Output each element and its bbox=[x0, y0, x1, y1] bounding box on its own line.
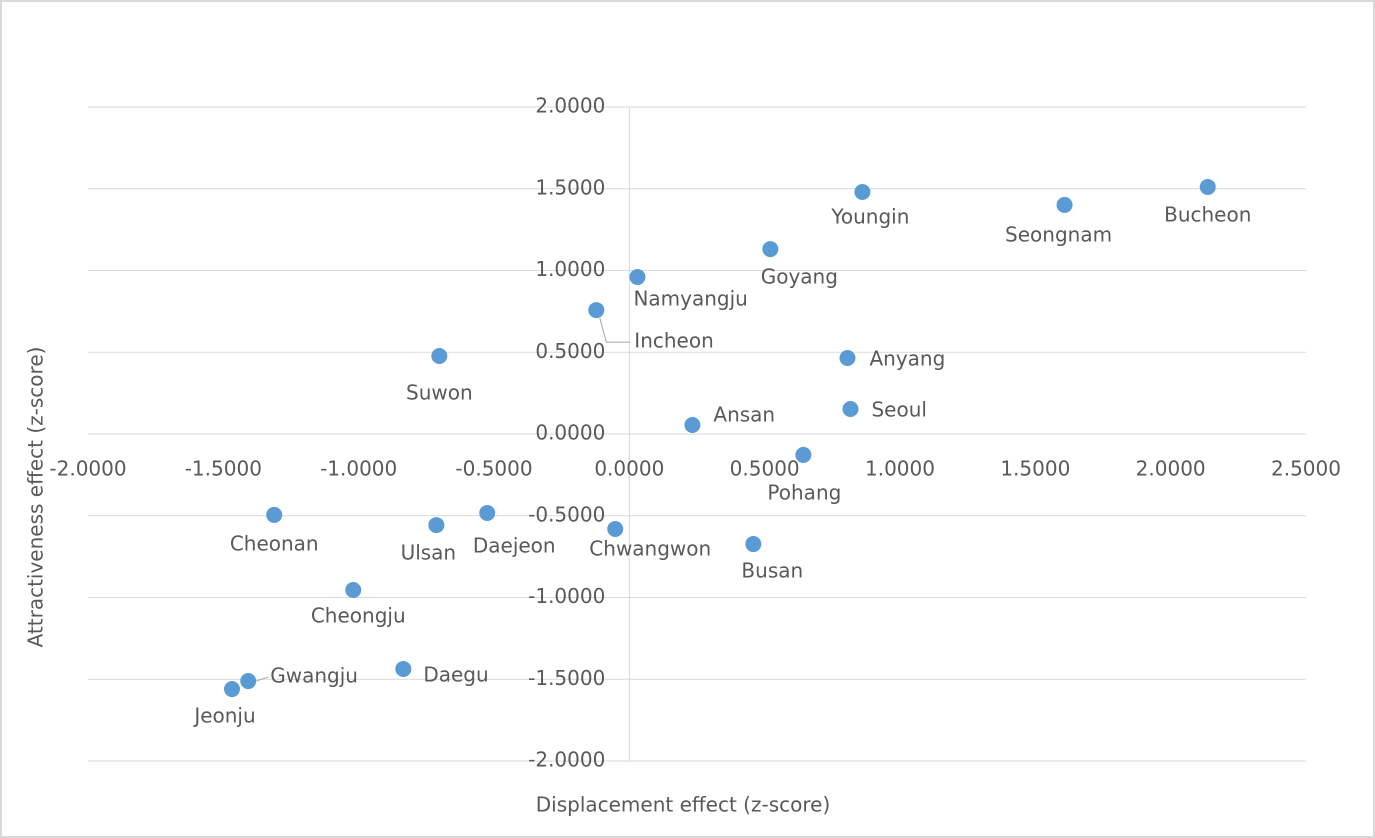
y-tick-label: -0.5000 bbox=[528, 502, 605, 526]
x-tick-label: -2.0000 bbox=[49, 457, 126, 481]
x-tick-label: 0.5000 bbox=[730, 457, 800, 481]
point-label: Cheonan bbox=[230, 531, 319, 555]
x-tick-label: 1.5000 bbox=[1000, 457, 1070, 481]
point-label: Ulsan bbox=[401, 541, 457, 565]
y-tick-label: 1.0000 bbox=[535, 257, 605, 281]
x-axis-title: Displacement effect (z-score) bbox=[536, 793, 831, 817]
point bbox=[1199, 178, 1216, 195]
y-tick-label: -2.0000 bbox=[528, 748, 605, 772]
point bbox=[479, 504, 496, 521]
point bbox=[629, 269, 646, 286]
point bbox=[223, 681, 240, 698]
point bbox=[431, 348, 448, 365]
point bbox=[607, 520, 624, 537]
point bbox=[1056, 196, 1073, 213]
point-label: Cheongju bbox=[311, 603, 406, 627]
point bbox=[795, 446, 812, 463]
leader-line bbox=[598, 315, 631, 343]
point-label: Ansan bbox=[713, 403, 775, 427]
point-label: Seongnam bbox=[1005, 222, 1112, 246]
point-label: Daejeon bbox=[473, 533, 556, 557]
x-tick-label: 1.0000 bbox=[865, 457, 935, 481]
x-tick-label: 0.0000 bbox=[594, 457, 664, 481]
point bbox=[588, 302, 605, 319]
y-tick-label: -1.0000 bbox=[528, 584, 605, 608]
point bbox=[266, 506, 283, 523]
point-label: Pohang bbox=[767, 480, 841, 504]
x-tick-label: -1.0000 bbox=[320, 457, 397, 481]
y-tick-label: 0.5000 bbox=[535, 339, 605, 363]
point-label: Suwon bbox=[406, 381, 473, 405]
point-label: Goyang bbox=[761, 265, 838, 289]
point bbox=[842, 400, 859, 417]
point bbox=[839, 349, 856, 366]
point-label: Seoul bbox=[871, 397, 926, 421]
x-tick-label: 2.0000 bbox=[1136, 457, 1206, 481]
point bbox=[745, 536, 762, 553]
point-label: Jeonju bbox=[192, 704, 255, 728]
point bbox=[345, 581, 362, 598]
point bbox=[428, 517, 445, 534]
y-axis-title: Attractiveness effect (z-score) bbox=[24, 347, 48, 648]
point-label: Chwangwon bbox=[589, 536, 711, 560]
leader-line bbox=[256, 676, 269, 682]
point-label: Youngin bbox=[830, 205, 909, 229]
point bbox=[240, 673, 257, 690]
point bbox=[762, 241, 779, 258]
point-label: Anyang bbox=[869, 346, 945, 370]
y-tick-label: 0.0000 bbox=[535, 421, 605, 445]
y-tick-label: 1.5000 bbox=[535, 175, 605, 199]
x-tick-label: 2.5000 bbox=[1271, 457, 1341, 481]
y-tick-label: -1.5000 bbox=[528, 666, 605, 690]
y-tick-label: 2.0000 bbox=[535, 94, 605, 118]
x-tick-label: -1.5000 bbox=[185, 457, 262, 481]
point bbox=[395, 660, 412, 677]
point-label: Bucheon bbox=[1164, 202, 1251, 226]
point-label: Incheon bbox=[634, 329, 713, 353]
x-tick-label: -0.5000 bbox=[455, 457, 532, 481]
point-label: Gwangju bbox=[270, 664, 358, 688]
point bbox=[684, 417, 701, 434]
point bbox=[854, 184, 871, 201]
point-label: Busan bbox=[741, 559, 803, 583]
point-label: Daegu bbox=[423, 662, 488, 686]
point-label: Namyangju bbox=[633, 287, 747, 311]
